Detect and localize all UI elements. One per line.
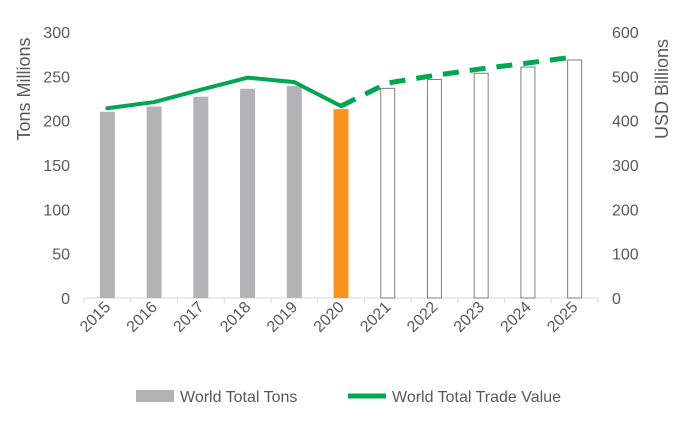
x-tick-2024: 2024 <box>498 299 535 336</box>
x-tick-2022: 2022 <box>404 299 441 336</box>
legend-label-tons: World Total Tons <box>180 389 297 406</box>
legend-swatch-tons <box>136 390 174 402</box>
left-tick-0: 0 <box>61 291 70 308</box>
bar-series-world-total-tons <box>99 59 583 299</box>
bar-2023 <box>473 72 489 299</box>
left-axis-title: Tons Millions <box>14 37 34 140</box>
legend-label-trade-value: World Total Trade Value <box>392 389 561 406</box>
x-tick-2025: 2025 <box>544 299 581 336</box>
bar-2025 <box>567 59 583 299</box>
left-tick-50: 50 <box>52 247 70 264</box>
left-tick-100: 100 <box>43 202 70 219</box>
bar-2019 <box>286 86 302 298</box>
line-series-world-total-trade-value <box>105 54 575 111</box>
x-tick-2020: 2020 <box>311 299 348 336</box>
left-tick-300: 300 <box>43 25 70 42</box>
left-tick-200: 200 <box>43 114 70 131</box>
trade-value-line-forecast <box>339 54 575 109</box>
bar-2016 <box>146 106 162 298</box>
trade-value-line-actual <box>105 75 343 111</box>
x-tick-2021: 2021 <box>357 299 394 336</box>
x-tick-2023: 2023 <box>451 299 488 336</box>
left-tick-150: 150 <box>43 158 70 175</box>
x-tick-2019: 2019 <box>264 299 301 336</box>
right-tick-400: 400 <box>612 114 639 131</box>
left-tick-250: 250 <box>43 69 70 86</box>
x-tick-2017: 2017 <box>170 299 207 336</box>
right-axis-ticks: 0 100 200 300 400 500 600 <box>612 25 639 308</box>
bar-2020 <box>333 109 349 298</box>
bar-2017 <box>193 96 209 298</box>
bar-2015 <box>99 111 115 298</box>
x-axis-ticks: 2015 2016 2017 2018 2019 2020 2021 2022 2023 2024… <box>77 299 582 336</box>
x-tick-2015: 2015 <box>77 299 114 336</box>
right-tick-300: 300 <box>612 158 639 175</box>
bar-2022 <box>426 78 442 299</box>
bar-2021 <box>380 87 396 299</box>
x-tick-2018: 2018 <box>217 299 254 336</box>
x-tick-2016: 2016 <box>124 299 161 336</box>
legend: World Total Tons World Total Trade Value <box>136 389 561 406</box>
right-tick-500: 500 <box>612 69 639 86</box>
right-axis-title: USD Billions <box>652 39 672 139</box>
right-tick-0: 0 <box>612 291 621 308</box>
right-tick-200: 200 <box>612 202 639 219</box>
bar-2024 <box>520 66 536 299</box>
bar-2018 <box>240 88 256 298</box>
left-axis-ticks: 0 50 100 150 200 250 300 <box>43 25 70 308</box>
right-tick-600: 600 <box>612 25 639 42</box>
right-tick-100: 100 <box>612 247 639 264</box>
